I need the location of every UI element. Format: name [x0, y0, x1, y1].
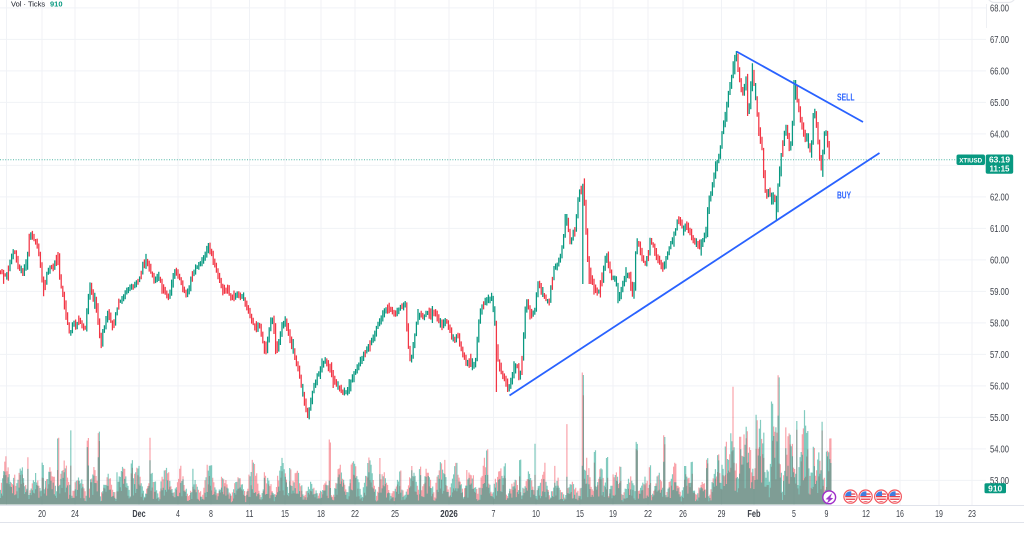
svg-text:62.00: 62.00: [990, 192, 1009, 203]
svg-text:20: 20: [38, 509, 46, 520]
svg-text:53.00: 53.00: [990, 476, 1009, 487]
svg-text:7: 7: [492, 509, 496, 520]
svg-text:58.00: 58.00: [990, 318, 1009, 329]
svg-text:65.00: 65.00: [990, 98, 1009, 109]
svg-text:11:15: 11:15: [990, 164, 1010, 174]
svg-text:56.00: 56.00: [990, 381, 1009, 392]
svg-text:22: 22: [644, 509, 652, 520]
svg-text:16: 16: [896, 509, 904, 520]
svg-text:60.00: 60.00: [990, 255, 1009, 266]
svg-text:55.00: 55.00: [990, 413, 1009, 424]
svg-text:Feb: Feb: [747, 509, 760, 520]
svg-text:66.00: 66.00: [990, 66, 1009, 77]
svg-text:910: 910: [988, 485, 1003, 494]
svg-text:18: 18: [317, 509, 325, 520]
svg-text:25: 25: [391, 509, 399, 520]
svg-text:910: 910: [50, 0, 63, 8]
svg-text:57.00: 57.00: [990, 350, 1009, 361]
svg-text:67.00: 67.00: [990, 35, 1009, 46]
svg-text:12: 12: [862, 509, 870, 520]
svg-text:63.19: 63.19: [989, 155, 1010, 165]
svg-text:15: 15: [281, 509, 289, 520]
svg-text:29: 29: [718, 509, 726, 520]
svg-text:64.00: 64.00: [990, 129, 1009, 140]
svg-text:24: 24: [71, 509, 79, 520]
svg-text:4: 4: [176, 509, 180, 520]
svg-text:11: 11: [246, 509, 254, 520]
svg-text:68.00: 68.00: [990, 3, 1009, 14]
svg-text:Dec: Dec: [132, 509, 146, 520]
svg-text:XTIUSD: XTIUSD: [959, 158, 982, 165]
svg-text:15: 15: [576, 509, 584, 520]
svg-text:61.00: 61.00: [990, 224, 1009, 235]
svg-text:SELL: SELL: [837, 93, 855, 104]
svg-text:26: 26: [679, 509, 687, 520]
svg-text:2026: 2026: [440, 509, 458, 520]
svg-text:19: 19: [609, 509, 617, 520]
svg-text:54.00: 54.00: [990, 444, 1009, 455]
svg-text:BUY: BUY: [837, 191, 851, 202]
svg-text:Vol · Ticks: Vol · Ticks: [11, 0, 45, 8]
svg-text:9: 9: [825, 509, 829, 520]
svg-text:19: 19: [935, 509, 943, 520]
svg-text:5: 5: [792, 509, 796, 520]
svg-text:22: 22: [351, 509, 359, 520]
svg-text:23: 23: [968, 509, 976, 520]
svg-text:10: 10: [532, 509, 540, 520]
svg-text:8: 8: [209, 509, 213, 520]
svg-text:59.00: 59.00: [990, 287, 1009, 298]
